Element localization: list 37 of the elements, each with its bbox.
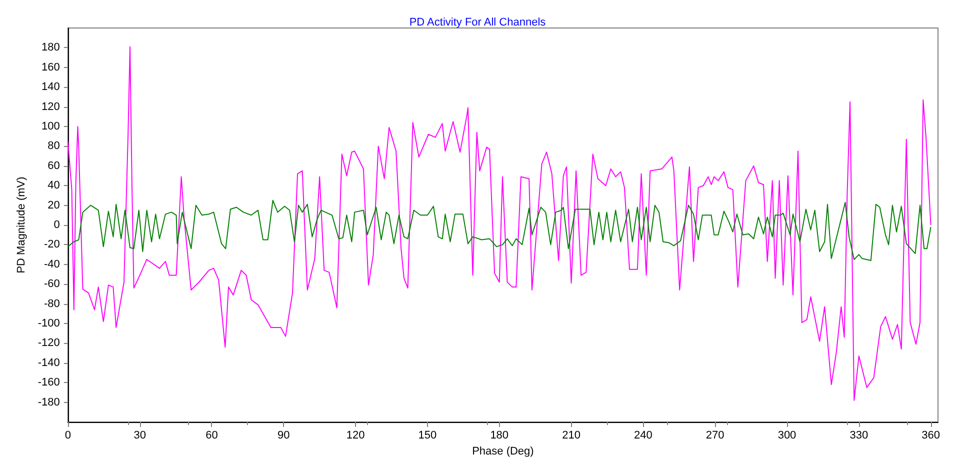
- x-axis-title: Phase (Deg): [472, 445, 534, 458]
- y-tick-label: -140: [38, 356, 60, 369]
- y-tick-label: -120: [38, 337, 60, 350]
- y-tick-label: -60: [44, 278, 60, 290]
- x-tick-label: 330: [850, 430, 868, 442]
- y-tick-label: 100: [42, 120, 60, 132]
- y-tick-label: 60: [48, 160, 60, 172]
- line-series: [67, 46, 932, 401]
- x-tick-label: 180: [490, 430, 509, 442]
- x-tick-label: 0: [64, 430, 71, 442]
- y-tick-label: 180: [42, 42, 60, 54]
- x-tick-label: 150: [418, 430, 437, 442]
- y-tick-label: -20: [44, 238, 60, 251]
- y-tick-label: -160: [38, 376, 60, 389]
- x-tick-label: 300: [778, 430, 796, 442]
- chart-title: PD Activity For All Channels: [409, 16, 546, 28]
- y-tick-label: 120: [42, 100, 60, 113]
- x-tick-label: 30: [134, 430, 146, 442]
- x-tick-label: 240: [634, 430, 652, 442]
- x-tick-label: 360: [922, 430, 940, 442]
- x-tick-label: 90: [278, 430, 290, 442]
- y-tick-label: 80: [48, 140, 60, 152]
- line-series: [67, 200, 932, 261]
- y-tick-label: -180: [38, 396, 60, 408]
- y-tick-label: 140: [42, 81, 60, 94]
- y-axis-title: PD Magnitude (mV): [16, 176, 28, 274]
- x-tick-label: 120: [346, 430, 365, 442]
- y-tick-label: 160: [42, 61, 60, 74]
- x-tick-label: 60: [206, 430, 218, 442]
- y-tick-label: 20: [48, 199, 60, 212]
- y-tick-label: -80: [44, 298, 60, 310]
- x-tick-label: 270: [706, 430, 724, 442]
- y-tick-label: 0: [54, 219, 60, 231]
- x-tick-label: 210: [562, 430, 580, 442]
- y-tick-label: 40: [48, 180, 60, 192]
- y-tick-label: -40: [44, 258, 60, 270]
- y-tick-label: -100: [38, 318, 60, 330]
